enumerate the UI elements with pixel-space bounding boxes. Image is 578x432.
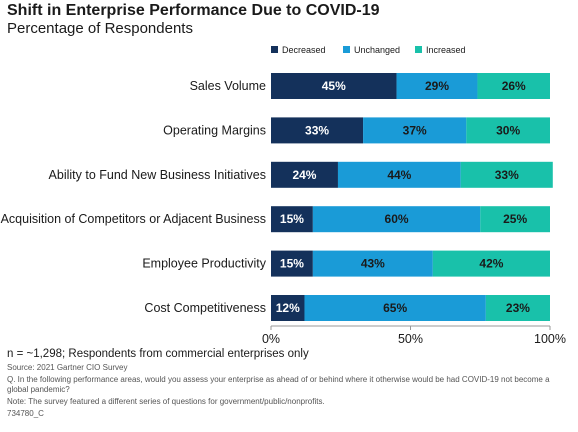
data-label: 12%: [276, 301, 300, 315]
category-label: Operating Margins: [163, 123, 266, 137]
stacked-bar-chart: Decreased Unchanged Increased Sales Volume 4…: [1, 45, 566, 345]
data-label: 33%: [495, 168, 519, 182]
bar-segment-increased: [477, 73, 550, 99]
bar-segment-increased: [460, 161, 553, 188]
data-label: 30%: [496, 123, 520, 137]
data-label: 33%: [305, 123, 329, 137]
bar-segment-unchanged: [312, 250, 433, 277]
data-label: 24%: [292, 168, 316, 182]
survey-note: Note: The survey featured a different se…: [7, 397, 325, 406]
data-label: 60%: [385, 212, 409, 226]
legend-label-decreased: Decreased: [282, 45, 326, 55]
legend-swatch-unchanged: [343, 46, 350, 53]
bar-segment-decreased: [271, 295, 305, 321]
bar-segment-increased: [480, 206, 550, 233]
chart-subtitle: Percentage of Respondents: [7, 20, 193, 37]
data-label: 45%: [322, 79, 346, 93]
bar-segment-unchanged: [337, 161, 461, 188]
data-label: 23%: [506, 301, 530, 315]
x-tick-label: 50%: [398, 332, 423, 345]
sample-size-note: n = ~1,298; Respondents from commercial …: [7, 348, 309, 360]
legend-label-increased: Increased: [426, 45, 466, 55]
data-label: 44%: [387, 168, 411, 182]
category-label: Sales Volume: [190, 79, 266, 93]
figure-code: 734780_C: [7, 409, 44, 418]
data-label: 15%: [280, 257, 304, 271]
question-note: Q. In the following performance areas, w…: [7, 375, 550, 394]
legend-label-unchanged: Unchanged: [354, 45, 400, 55]
x-tick-label: 100%: [534, 332, 566, 345]
bar-segment-decreased: [271, 73, 397, 99]
data-label: 37%: [403, 123, 427, 137]
data-label: 29%: [425, 79, 449, 93]
x-tick-label: 0%: [262, 332, 280, 345]
bar-segment-increased: [432, 250, 550, 277]
bar-segment-unchanged: [312, 206, 481, 233]
data-label: 15%: [280, 212, 304, 226]
bar-segment-unchanged: [304, 295, 486, 321]
chart-title: Shift in Enterprise Performance Due to C…: [7, 2, 380, 19]
category-label: Ability to Fund New Business Initiatives: [49, 168, 266, 182]
source-note: Source: 2021 Gartner CIO Survey: [7, 363, 128, 372]
data-label: 65%: [383, 301, 407, 315]
legend-swatch-decreased: [271, 46, 278, 53]
legend-swatch-increased: [415, 46, 422, 53]
bar-segment-decreased: [271, 117, 364, 144]
bar-segment-increased: [485, 295, 550, 321]
data-label: 25%: [503, 212, 527, 226]
bar-segment-decreased: [271, 206, 313, 233]
bar-segment-unchanged: [363, 117, 467, 144]
data-label: 42%: [479, 257, 503, 271]
bar-segment-unchanged: [396, 73, 478, 99]
bar-segment-increased: [466, 117, 550, 144]
data-label: 26%: [502, 79, 526, 93]
category-label: Acquisition of Competitors or Adjacent B…: [1, 212, 266, 226]
category-label: Employee Productivity: [142, 257, 266, 271]
category-label: Cost Competitiveness: [144, 301, 266, 315]
bar-segment-decreased: [271, 161, 338, 188]
bar-segment-decreased: [271, 250, 313, 277]
data-label: 43%: [361, 257, 385, 271]
